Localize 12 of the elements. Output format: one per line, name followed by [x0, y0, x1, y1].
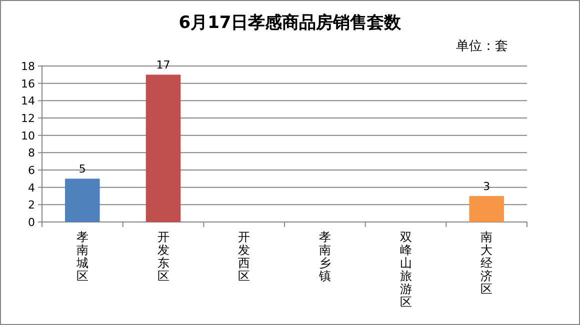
- title: 6月17日孝感商品房销售套数: [178, 13, 402, 33]
- y-tick-label: 14: [21, 94, 35, 108]
- y-tick-label: 8: [28, 146, 35, 160]
- y-tick-label: 0: [28, 216, 35, 229]
- y-tick-label: 10: [21, 129, 35, 142]
- y-tick-label: 4: [28, 181, 35, 194]
- y-tick-label: 18: [21, 60, 35, 73]
- annotation: 单位：套: [456, 39, 508, 54]
- y-tick-label: 12: [21, 112, 35, 125]
- y-tick-label: 6: [28, 164, 35, 177]
- y-tick-label: 2: [28, 198, 35, 212]
- y-tick-label: 16: [21, 77, 35, 90]
